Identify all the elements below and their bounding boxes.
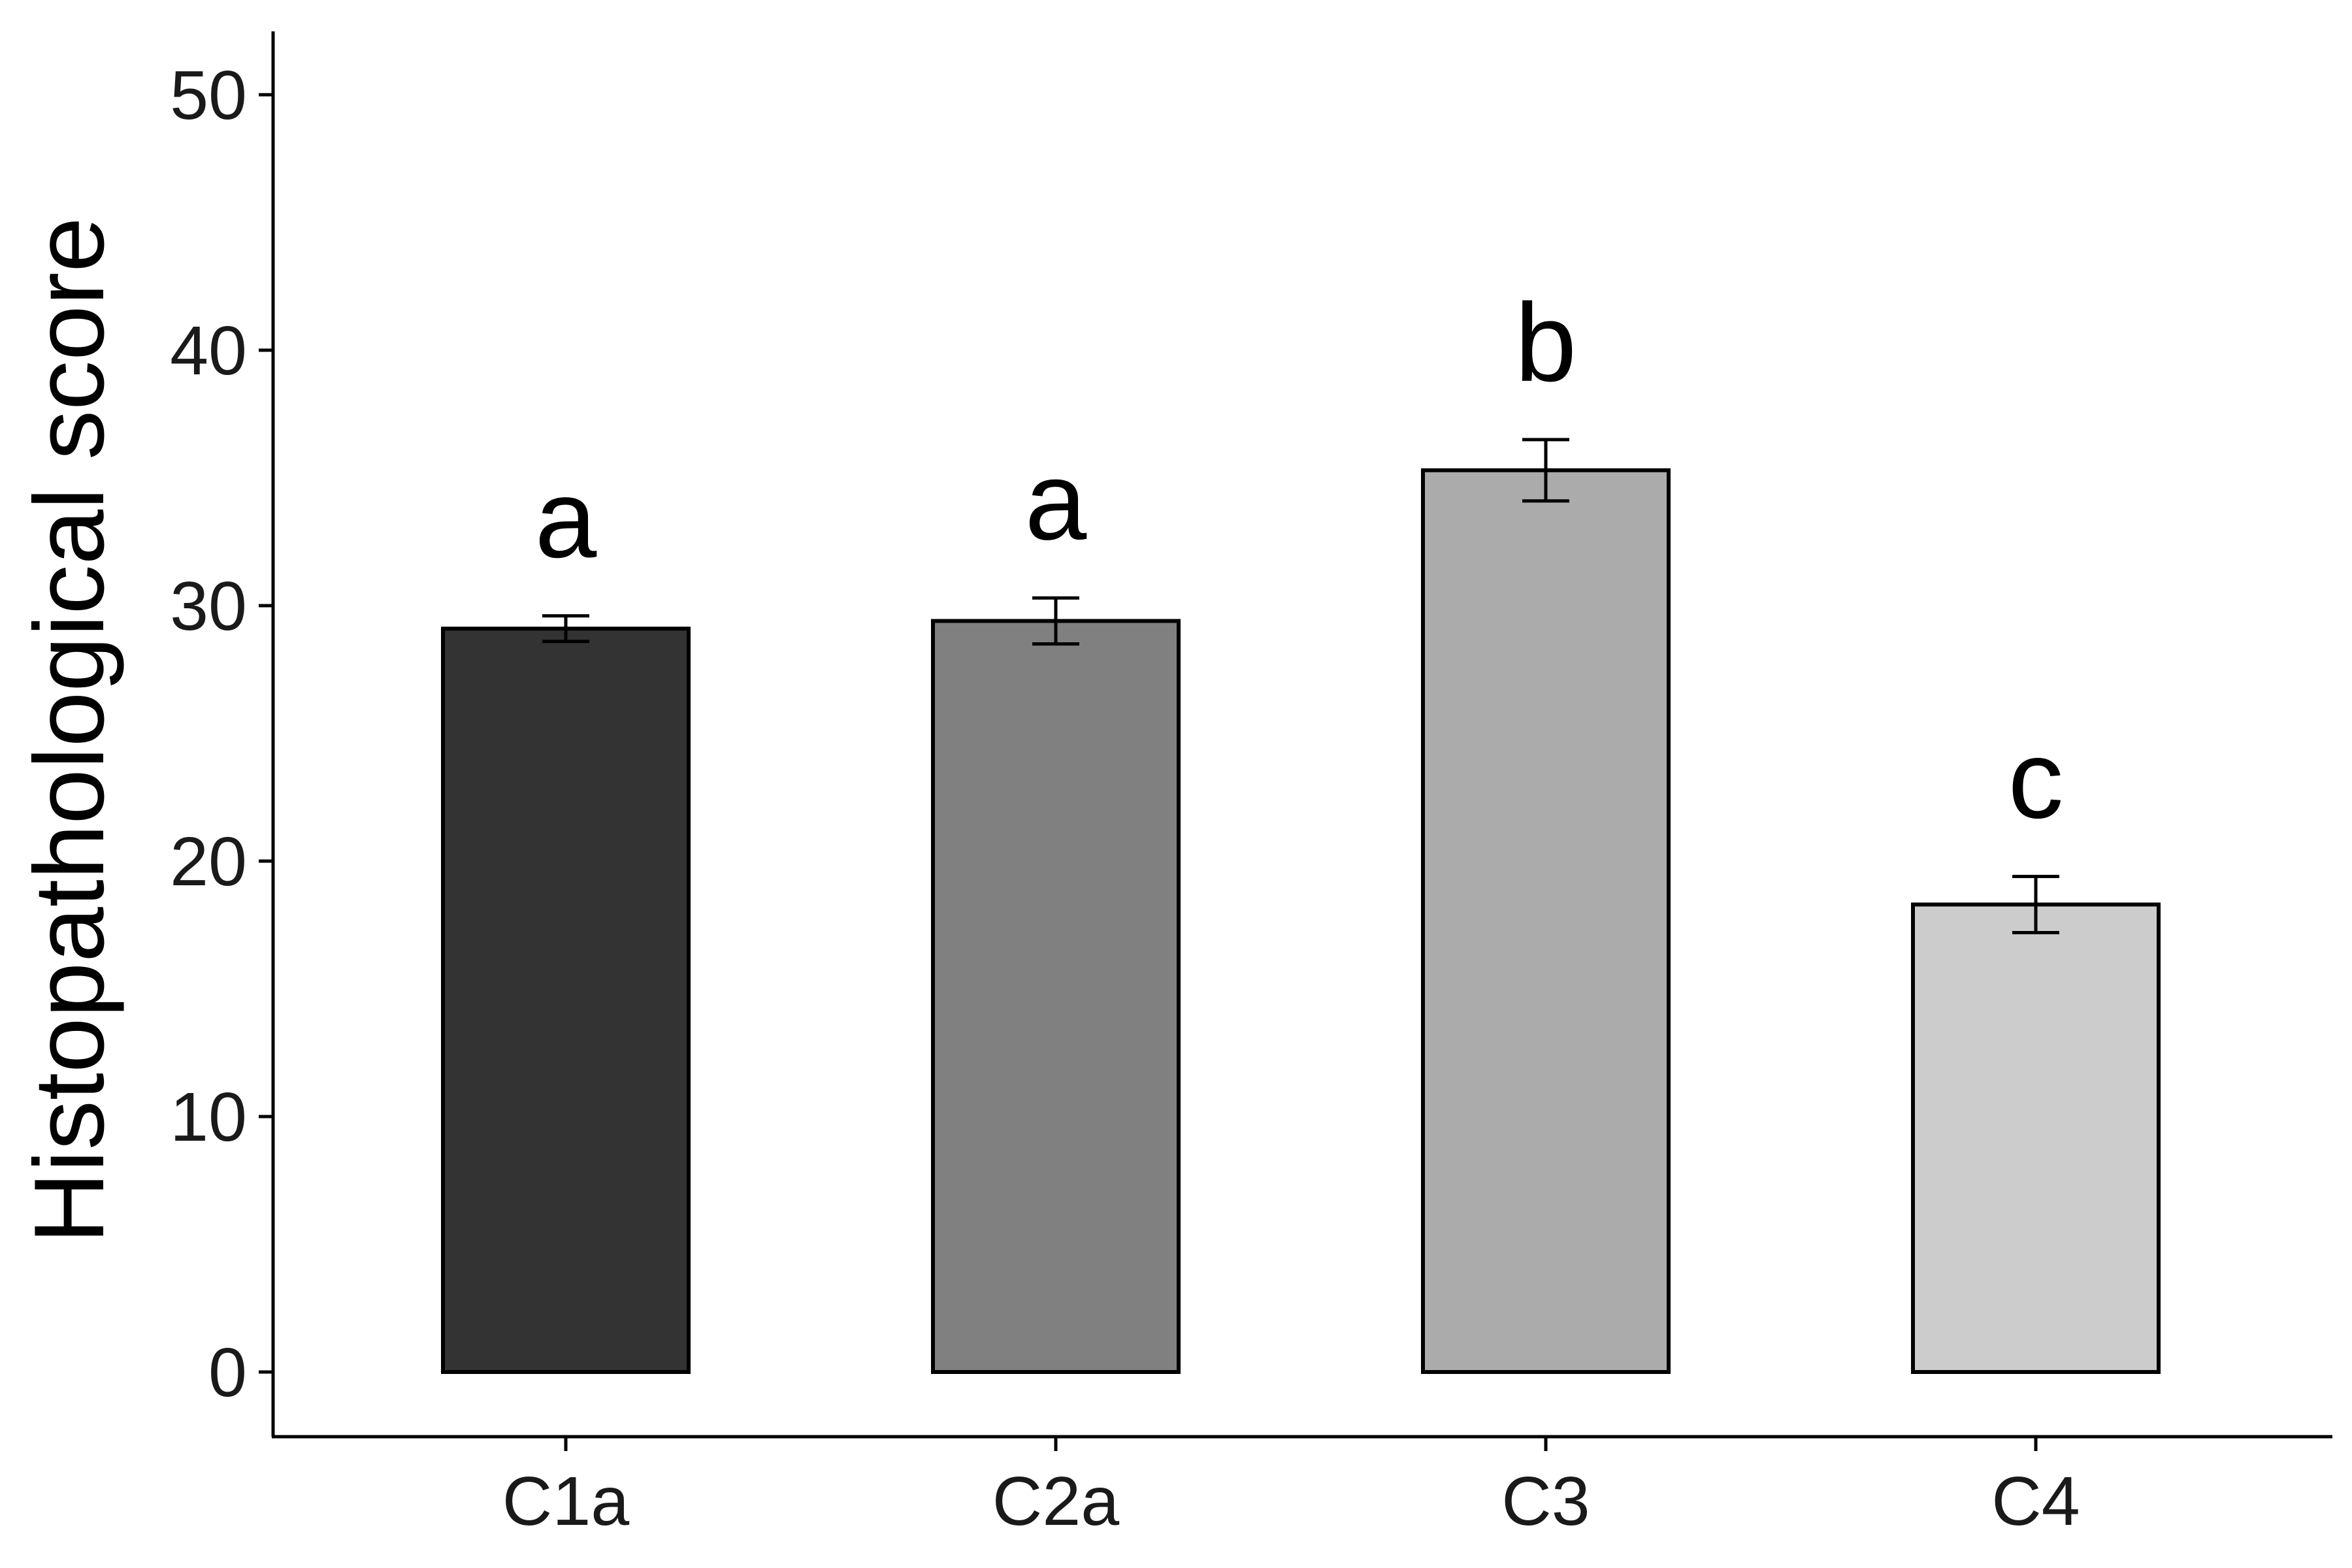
y-tick-label: 30: [170, 568, 247, 645]
x-tick-label: C4: [1991, 1463, 2080, 1540]
bar-c2a: [931, 619, 1181, 1375]
x-tick-label: C3: [1501, 1463, 1590, 1540]
y-tick-label: 50: [170, 57, 247, 134]
axes: [271, 31, 2332, 1439]
significance-letter: b: [1515, 281, 1577, 405]
x-tick-label: C1a: [502, 1463, 630, 1540]
x-ticks: C1a C2a C3 C4: [502, 1437, 2080, 1540]
bar-c1a: [441, 627, 691, 1375]
significance-letter: a: [535, 457, 597, 581]
y-tick-label: 40: [170, 312, 247, 389]
y-tick-label: 10: [170, 1079, 247, 1156]
y-tick-label: 20: [170, 823, 247, 900]
bar-c4: [1911, 902, 2161, 1374]
bars: [441, 468, 2161, 1375]
error-bars: [542, 438, 2059, 934]
bar-c3: [1421, 468, 1671, 1374]
x-tick-label: C2a: [992, 1463, 1120, 1540]
significance-letters: a a b c: [535, 281, 2064, 842]
y-tick-label: 0: [208, 1334, 247, 1411]
significance-letter: a: [1025, 439, 1087, 563]
y-axis-title: Histopathological score: [14, 217, 125, 1244]
y-ticks: 0 10 20 30 40 50: [170, 57, 273, 1411]
significance-letter: c: [2008, 717, 2064, 841]
